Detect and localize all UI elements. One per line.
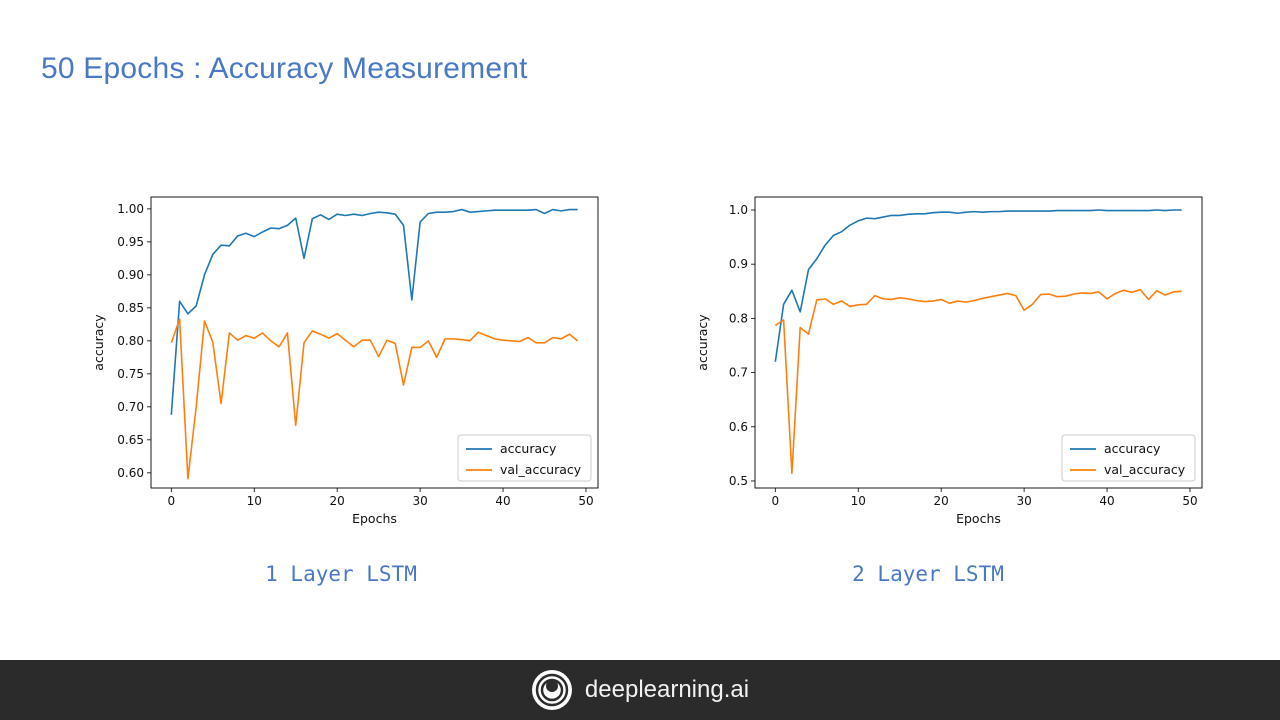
- series-line-accuracy: [774, 209, 1182, 362]
- series-line-val-accuracy: [170, 318, 579, 480]
- y-tick-label: 1.0: [729, 203, 748, 217]
- footer-bar: deeplearning.ai: [0, 660, 1280, 720]
- legend: accuracy val_accuracy: [457, 434, 592, 482]
- legend-label-val-accuracy: val_accuracy: [500, 462, 582, 477]
- x-tick-label: 40: [1099, 494, 1114, 508]
- y-tick-label: 0.7: [729, 366, 748, 380]
- slide-title: 50 Epochs : Accuracy Measurement: [41, 52, 528, 85]
- x-tick-label: 0: [771, 494, 779, 508]
- y-tick-label: 0.95: [117, 235, 144, 249]
- axes-frame: [754, 196, 1203, 489]
- y-tick-label: 0.85: [117, 301, 144, 315]
- y-tick-label: 0.70: [117, 400, 144, 414]
- x-axis-label: Epochs: [956, 511, 1001, 526]
- brand-name: deeplearning.ai: [584, 676, 750, 703]
- x-tick-label: 20: [934, 494, 949, 508]
- x-tick-label: 0: [167, 494, 175, 508]
- x-tick-label: 30: [412, 494, 427, 508]
- y-tick-label: 0.60: [117, 466, 144, 480]
- series-line-accuracy: [170, 208, 578, 415]
- y-tick-label: 0.5: [729, 474, 748, 488]
- chart-2-layer-lstm: 0 10 20 30 40 50 0.5 0.6 0.7 0.8 0.9 1.0 Epochs accur…: [690, 180, 1250, 540]
- deeplearning-logo-icon: [531, 670, 572, 710]
- legend-label-accuracy: accuracy: [500, 441, 557, 456]
- x-tick-label: 20: [330, 494, 345, 508]
- y-tick-label: 0.9: [729, 257, 748, 271]
- chart-caption-1-layer: 1 Layer LSTM: [265, 562, 417, 586]
- y-tick-label: 0.80: [117, 334, 144, 348]
- chart-svg: 0 10 20 30 40 50 0.5 0.6 0.7 0.8 0.9 1.0 Epochs accur…: [695, 196, 1203, 526]
- x-tick-label: 50: [578, 494, 593, 508]
- y-tick-label: 0.6: [729, 420, 748, 434]
- chart-1-layer-lstm: 0 10 20 30 40 50 0.60 0.65 0.70 0.75 0.80 0.85 0.90 0…: [86, 180, 646, 540]
- chart-caption-2-layer: 2 Layer LSTM: [852, 562, 1004, 586]
- x-tick-label: 30: [1016, 494, 1031, 508]
- y-axis-label: accuracy: [91, 314, 106, 371]
- y-axis-label: accuracy: [695, 314, 710, 371]
- legend-label-val-accuracy: val_accuracy: [1104, 462, 1186, 477]
- x-tick-label: 10: [247, 494, 262, 508]
- y-tick-label: 0.65: [117, 433, 144, 447]
- x-tick-label: 40: [495, 494, 510, 508]
- x-axis-label: Epochs: [352, 511, 397, 526]
- legend: accuracy val_accuracy: [1061, 434, 1196, 482]
- legend-label-accuracy: accuracy: [1104, 441, 1161, 456]
- axes-frame: [150, 196, 599, 489]
- y-tick-label: 1.00: [117, 202, 144, 216]
- y-tick-label: 0.75: [117, 367, 144, 381]
- series-line-val-accuracy: [774, 288, 1182, 475]
- y-tick-label: 0.8: [729, 311, 748, 325]
- x-tick-label: 10: [851, 494, 866, 508]
- chart-svg: 0 10 20 30 40 50 0.60 0.65 0.70 0.75 0.80 0.85 0.90 0…: [91, 196, 599, 526]
- x-tick-label: 50: [1182, 494, 1197, 508]
- y-tick-label: 0.90: [117, 268, 144, 282]
